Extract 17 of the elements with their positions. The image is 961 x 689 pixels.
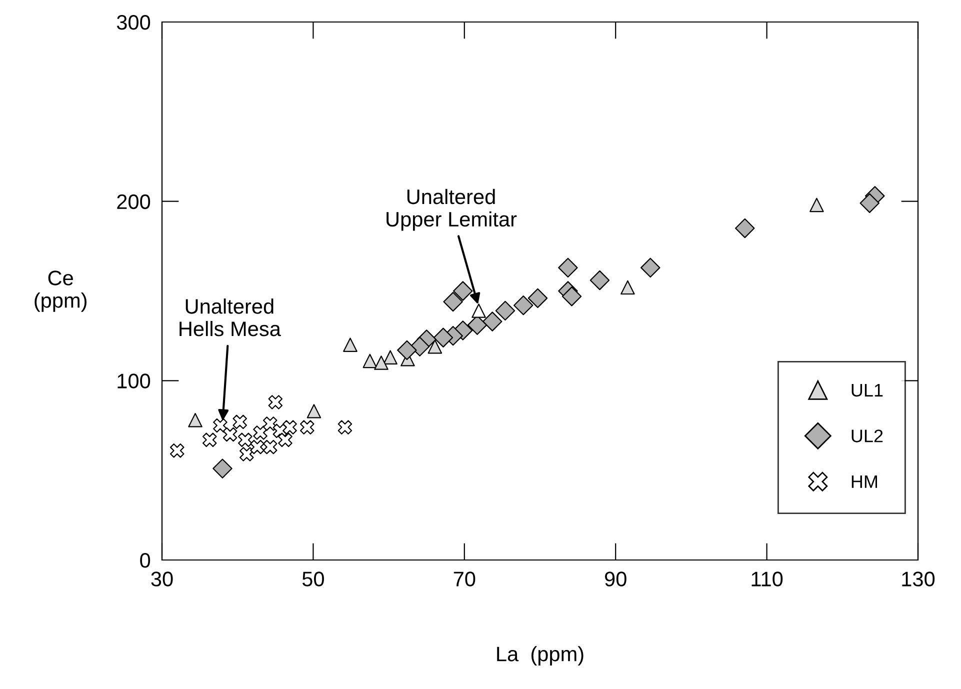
legend-label: UL2 — [852, 430, 883, 442]
annotation: Unaltered Hells Mesa — [180, 298, 281, 336]
x-tick-label: 130 — [902, 572, 935, 586]
y-tick-label: 300 — [116, 15, 150, 30]
y-axis-title: Ce (ppm) — [34, 270, 86, 312]
x-tick-label: 30 — [151, 572, 173, 586]
y-tick-label: 200 — [117, 194, 150, 210]
x-axis-title: La (ppm) — [497, 646, 584, 666]
y-tick-label: 100 — [118, 374, 150, 388]
x-tick-label: 110 — [752, 572, 783, 586]
x-tick-label: 90 — [604, 572, 626, 586]
legend-label: UL1 — [852, 384, 883, 397]
x-tick-label: 50 — [302, 572, 324, 586]
legend-label: HM — [852, 475, 878, 488]
y-tick-label: 0 — [140, 553, 150, 568]
annotation: Unaltered Upper Lemitar — [386, 188, 517, 231]
x-tick-label: 70 — [454, 572, 476, 586]
